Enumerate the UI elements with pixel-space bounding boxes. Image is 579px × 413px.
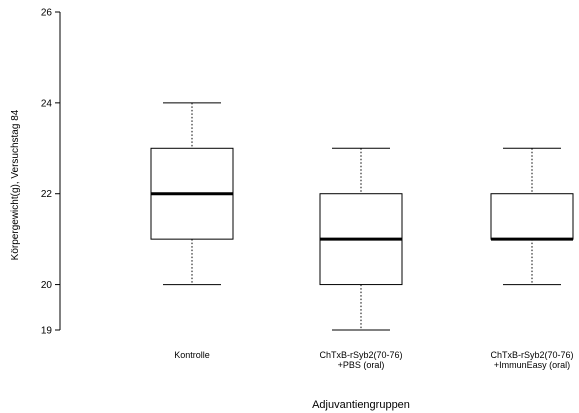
x-tick-labels: Kontrolle ChTxB-rSyb2(70-76) +PBS (oral)Ch… bbox=[174, 350, 573, 370]
x-tick-label-line: ChTxB-rSyb2(70-76) bbox=[319, 350, 402, 360]
x-tick-label-line: Kontrolle bbox=[174, 350, 210, 360]
y-tick-label-24: 24 bbox=[41, 98, 53, 109]
x-tick-label-1: Kontrolle bbox=[174, 350, 210, 360]
y-axis: 19 20 22 24 26 bbox=[41, 8, 61, 337]
box-1 bbox=[150, 102, 234, 286]
box-3 bbox=[490, 147, 574, 286]
x-tick-label-2: ChTxB-rSyb2(70-76) +PBS (oral) bbox=[319, 350, 402, 370]
x-tick-label-3: ChTxB-rSyb2(70-76) +ImmunEasy (oral) bbox=[490, 350, 573, 370]
y-tick-label-22: 22 bbox=[41, 189, 53, 200]
x-tick-label-line: ChTxB-rSyb2(70-76) bbox=[490, 350, 573, 360]
x-tick-label-line: +ImmunEasy (oral) bbox=[494, 360, 570, 370]
y-tick-label-26: 26 bbox=[41, 8, 53, 19]
y-tick-label-19: 19 bbox=[41, 326, 53, 337]
x-axis-label: Adjuvantiengruppen bbox=[312, 399, 410, 411]
y-tick-label-20: 20 bbox=[41, 280, 53, 291]
boxes-group bbox=[150, 102, 574, 331]
iqr-box bbox=[490, 193, 574, 240]
box-2 bbox=[319, 147, 403, 331]
x-tick-label-line: +PBS (oral) bbox=[338, 360, 385, 370]
y-axis-label: Körpergewicht(g), Versuchstag 84 bbox=[10, 109, 21, 260]
